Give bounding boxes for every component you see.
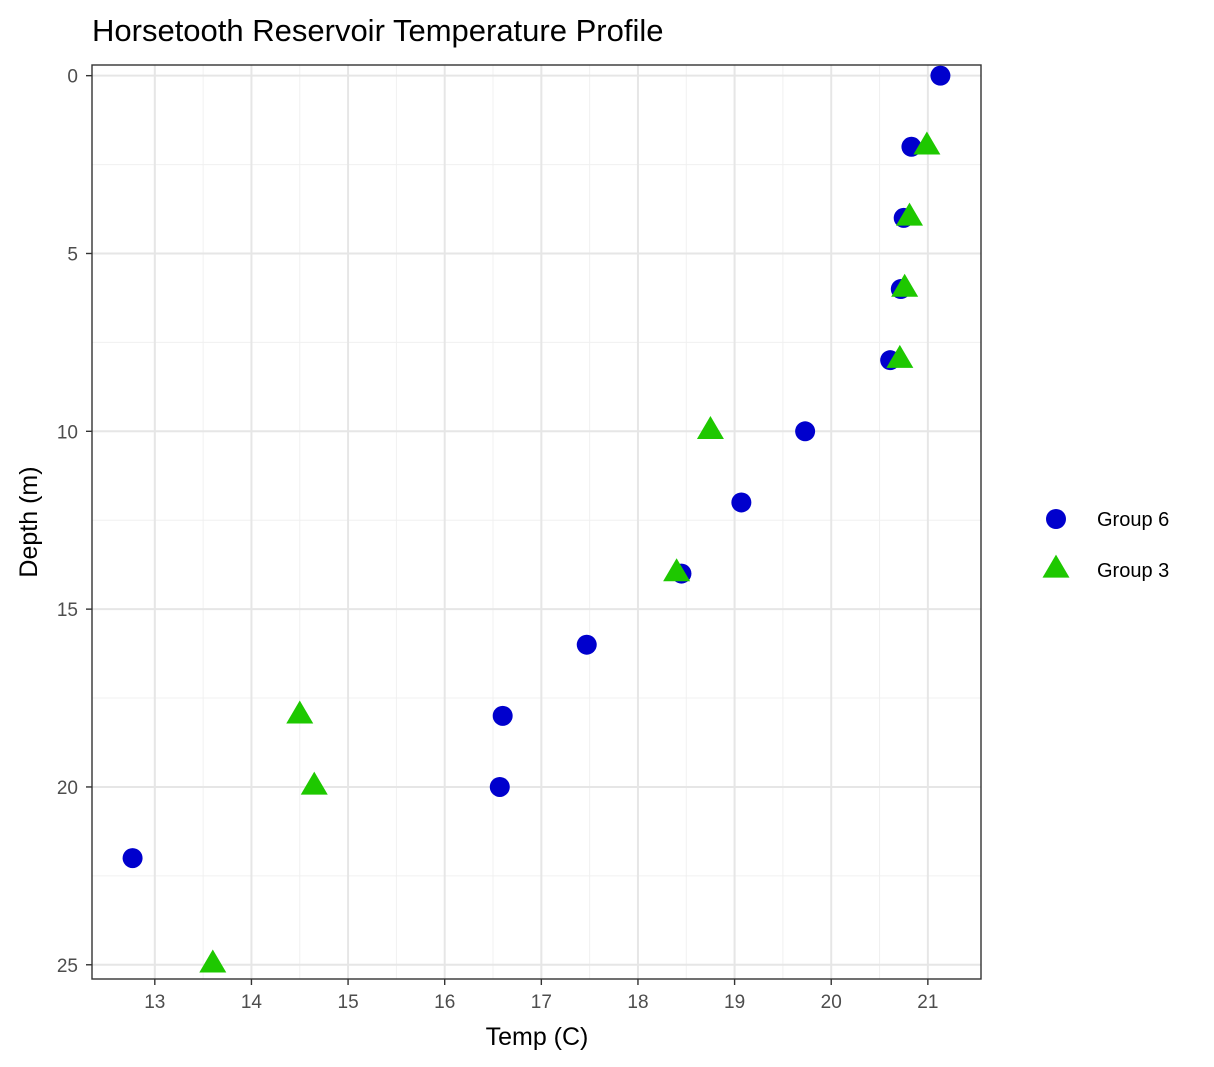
group-6-point [576,634,597,655]
group-3-point [895,202,923,226]
x-tick-label: 20 [821,992,842,1013]
group-6-point [122,848,143,869]
x-tick-label: 14 [241,992,263,1013]
legend-label-group-6: Group 6 [1097,509,1169,531]
group-6-point [731,492,752,513]
legend-label-group-3: Group 3 [1097,560,1169,582]
y-tick-label: 15 [57,600,78,621]
y-tick-label: 10 [57,422,78,443]
group-6-point [795,421,816,442]
minor-gridlines [92,65,981,979]
group-3-point [891,273,919,297]
data-points [122,65,951,973]
x-tick-label: 18 [627,992,648,1013]
group-6-point [930,65,951,86]
x-tick-label: 13 [144,992,165,1013]
group-3-point [696,415,724,439]
group-3-point [199,949,227,973]
y-tick-label: 0 [67,67,78,88]
y-axis-title: Depth (m) [15,466,43,577]
plot-border [91,64,982,980]
major-gridlines [92,65,981,979]
group-6-point [492,705,513,726]
y-axis: 0 5 10 15 20 25 [57,67,92,977]
x-axis: 13 14 15 16 17 18 19 20 21 [144,979,938,1013]
group-3-point [300,771,328,795]
chart-title: Horsetooth Reservoir Temperature Profile [92,13,663,48]
y-tick-label: 5 [67,244,78,265]
x-tick-label: 21 [917,992,938,1013]
legend: Group 6 Group 3 [1042,509,1169,582]
group-6-point [489,776,510,797]
x-tick-label: 16 [434,992,455,1013]
x-axis-title: Temp (C) [486,1023,589,1051]
y-tick-label: 20 [57,778,78,799]
group-3-point [913,131,941,155]
legend-key-group-6 [1046,509,1066,529]
group-3-point [886,344,914,368]
x-tick-label: 15 [338,992,359,1013]
plot-background [92,65,981,979]
group-3-point [286,700,314,724]
x-tick-label: 19 [724,992,745,1013]
x-tick-label: 17 [531,992,552,1013]
group-3-point [663,558,691,582]
y-tick-label: 25 [57,956,78,977]
legend-key-group-3 [1042,554,1070,578]
